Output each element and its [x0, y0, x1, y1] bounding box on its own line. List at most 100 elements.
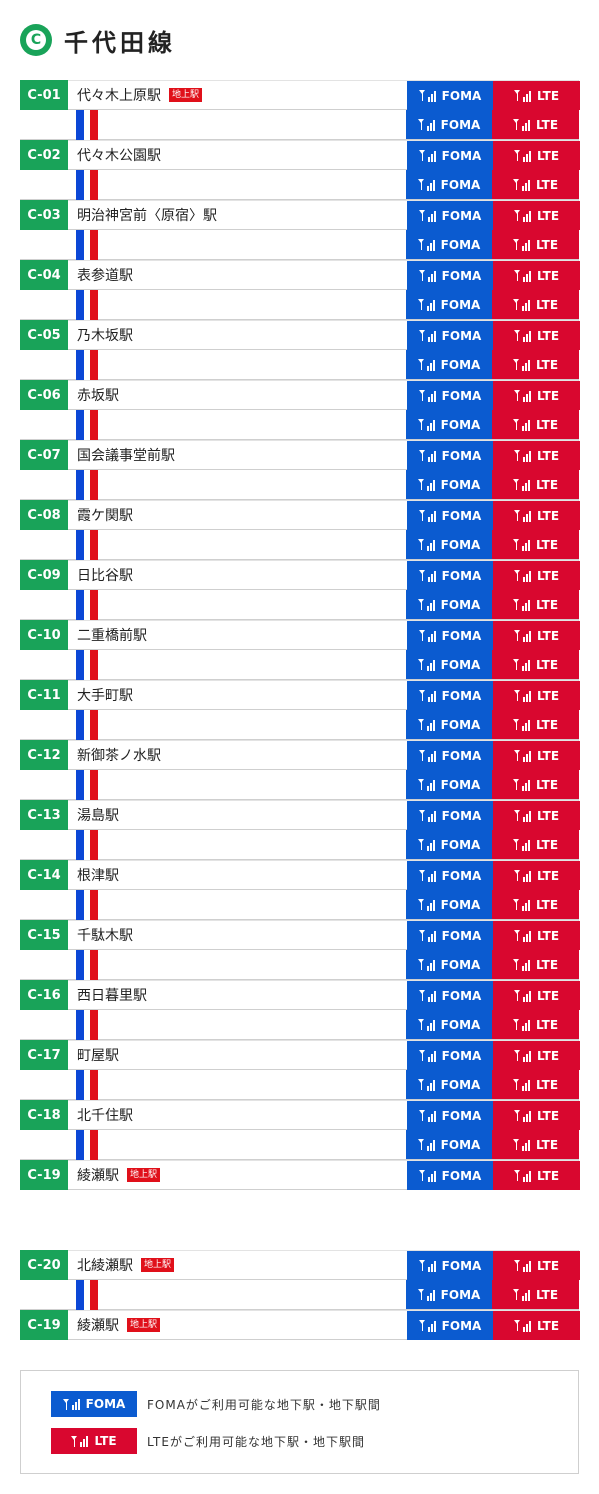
lte-label: LTE — [535, 1137, 559, 1152]
station-row[interactable]: C-11 大手町駅 FOMA LTE — [20, 680, 580, 710]
track-icon — [76, 170, 102, 200]
signal-bars-icon — [522, 570, 532, 582]
antenna-icon — [418, 510, 426, 521]
station-row[interactable]: C-13 湯島駅 FOMA LTE — [20, 800, 580, 830]
signal-bars-icon — [426, 779, 436, 791]
track-blue-bar — [76, 710, 84, 740]
track-gap — [84, 710, 90, 740]
antenna-icon — [513, 1260, 521, 1271]
lte-badge: LTE — [492, 470, 579, 499]
lte-badge: LTE — [493, 1251, 580, 1280]
page-header: C 千代田線 — [20, 22, 176, 58]
foma-label: FOMA — [440, 537, 481, 552]
station-row[interactable]: C-15 千駄木駅 FOMA LTE — [20, 920, 580, 950]
lte-label: LTE — [536, 1168, 560, 1183]
track-blue-bar — [76, 1130, 84, 1160]
lte-label: LTE — [536, 88, 560, 103]
track-gap — [84, 470, 90, 500]
station-row[interactable]: C-20 北綾瀬駅 地上駅 FOMA LTE — [20, 1250, 580, 1280]
station-code: C-01 — [20, 80, 68, 110]
foma-label: FOMA — [440, 357, 481, 372]
station-name-text: 明治神宮前〈原宿〉駅 — [77, 208, 217, 224]
station-row[interactable]: C-03 明治神宮前〈原宿〉駅 FOMA LTE — [20, 200, 580, 230]
signal-bars-icon — [426, 839, 436, 851]
signal-bars-icon — [522, 330, 532, 342]
station-name-text: 町屋駅 — [77, 1048, 119, 1064]
track-red-bar — [90, 890, 98, 920]
station-name-text: 千駄木駅 — [77, 928, 133, 944]
antenna-icon — [513, 1050, 521, 1061]
antenna-icon — [417, 119, 425, 130]
station-row[interactable]: C-05 乃木坂駅 FOMA LTE — [20, 320, 580, 350]
foma-label: FOMA — [440, 177, 481, 192]
station-row[interactable]: C-04 表参道駅 FOMA LTE — [20, 260, 580, 290]
station-name-text: 綾瀬駅 — [77, 1168, 119, 1184]
track-blue-bar — [76, 290, 84, 320]
station-name-text: 日比谷駅 — [77, 568, 133, 584]
station-row[interactable]: C-17 町屋駅 FOMA LTE — [20, 1040, 580, 1070]
track-red-bar — [90, 530, 98, 560]
between-stations-row: FOMA LTE — [20, 1070, 579, 1100]
lte-label: LTE — [536, 388, 560, 403]
lte-badge: LTE — [492, 1280, 579, 1309]
foma-badge: FOMA — [406, 350, 492, 379]
foma-badge: FOMA — [407, 741, 493, 770]
lte-badge: LTE — [492, 890, 579, 919]
foma-label: FOMA — [440, 297, 481, 312]
station-row[interactable]: C-19 綾瀬駅 地上駅 FOMA LTE — [20, 1160, 580, 1190]
foma-badge: FOMA — [407, 1251, 493, 1280]
track-icon — [76, 830, 102, 860]
station-row[interactable]: C-02 代々木公園駅 FOMA LTE — [20, 140, 580, 170]
foma-badge: FOMA — [406, 530, 492, 559]
antenna-icon — [513, 450, 521, 461]
antenna-icon — [417, 419, 425, 430]
station-code: C-02 — [20, 140, 68, 170]
track-red-bar — [90, 830, 98, 860]
lte-badge: LTE — [493, 681, 580, 710]
lte-badge: LTE — [492, 410, 579, 439]
station-name-text: 二重橋前駅 — [77, 628, 147, 644]
station-name: 町屋駅 — [77, 1041, 119, 1069]
station-row[interactable]: C-01 代々木上原駅 地上駅 FOMA LTE — [20, 80, 580, 110]
track-icon — [76, 410, 102, 440]
legend-item-lte: LTE LTEがご利用可能な地下駅・地下駅間 — [51, 1428, 365, 1454]
station-row[interactable]: C-14 根津駅 FOMA LTE — [20, 860, 580, 890]
station-row[interactable]: C-19 綾瀬駅 地上駅 FOMA LTE — [20, 1310, 580, 1340]
lte-badge: LTE — [492, 770, 579, 799]
surface-station-badge: 地上駅 — [127, 1168, 161, 1182]
foma-badge: FOMA — [407, 981, 493, 1010]
foma-badge: FOMA — [406, 230, 492, 259]
station-row[interactable]: C-12 新御茶ノ水駅 FOMA LTE — [20, 740, 580, 770]
signal-bars-icon — [80, 1435, 89, 1447]
antenna-icon — [513, 270, 521, 281]
station-row[interactable]: C-18 北千住駅 FOMA LTE — [20, 1100, 580, 1130]
antenna-icon — [418, 570, 426, 581]
antenna-icon — [417, 539, 425, 550]
signal-bars-icon — [521, 1139, 531, 1151]
lte-badge: LTE — [493, 741, 580, 770]
station-row[interactable]: C-16 西日暮里駅 FOMA LTE — [20, 980, 580, 1010]
lte-label: LTE — [536, 1048, 560, 1063]
signal-bars-icon — [71, 1398, 81, 1410]
station-name-text: 湯島駅 — [77, 808, 119, 824]
foma-badge: FOMA — [407, 381, 493, 410]
legend-lte-text: LTEがご利用可能な地下駅・地下駅間 — [147, 1434, 365, 1449]
antenna-icon — [512, 299, 520, 310]
antenna-icon — [513, 990, 521, 1001]
foma-label: FOMA — [441, 328, 482, 343]
signal-bars-icon — [427, 1170, 437, 1182]
foma-badge: FOMA — [407, 1311, 493, 1340]
lte-badge: LTE — [492, 590, 579, 619]
track-gap — [84, 950, 90, 980]
station-row[interactable]: C-10 二重橋前駅 FOMA LTE — [20, 620, 580, 650]
between-stations-row: FOMA LTE — [20, 710, 579, 740]
station-row[interactable]: C-09 日比谷駅 FOMA LTE — [20, 560, 580, 590]
signal-bars-icon — [522, 990, 532, 1002]
station-row[interactable]: C-07 国会議事堂前駅 FOMA LTE — [20, 440, 580, 470]
station-code: C-05 — [20, 320, 68, 350]
track-blue-bar — [76, 650, 84, 680]
lte-label: LTE — [536, 568, 560, 583]
station-row[interactable]: C-08 霞ケ関駅 FOMA LTE — [20, 500, 580, 530]
foma-label: FOMA — [441, 88, 482, 103]
station-row[interactable]: C-06 赤坂駅 FOMA LTE — [20, 380, 580, 410]
